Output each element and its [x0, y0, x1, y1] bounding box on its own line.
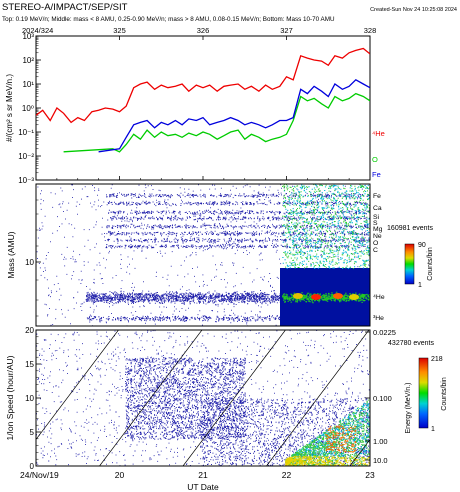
- energy-tick-label: 1.00: [373, 437, 388, 446]
- element-label: Ne: [373, 233, 382, 240]
- flux-series: [36, 47, 370, 153]
- he-hotspot: [349, 294, 359, 300]
- mass-colorbar-min: 1: [418, 282, 422, 289]
- created-timestamp: Created-Sun Nov 24 10:25:08 2024: [370, 7, 457, 13]
- flux-y-tick-label: 10⁻²: [18, 152, 34, 161]
- series-line-⁴he: [36, 47, 370, 124]
- he-hotspot: [333, 293, 343, 299]
- bottom-axis-label: 24/Nov/19: [20, 470, 59, 480]
- energy-guide-line: [182, 330, 286, 466]
- speed-counts-peak: [285, 455, 370, 466]
- flux-y-tick-label: 10⁻¹: [18, 128, 34, 137]
- flux-panel-frame: [35, 35, 371, 181]
- element-label: ³He: [373, 315, 384, 322]
- energy-guide-line: [266, 330, 370, 466]
- he-hotspot: [293, 293, 303, 299]
- series-line-fe: [98, 78, 370, 153]
- top-axis-label: 327: [280, 26, 293, 35]
- speed-y-tick-label: 0: [30, 462, 35, 471]
- element-label: Ca: [373, 205, 382, 212]
- speed-y-tick-label: 20: [25, 326, 34, 335]
- speed-colorbar-max: 218: [431, 356, 443, 363]
- top-axis-label: 325: [113, 26, 126, 35]
- speed-y-tick-label: 15: [25, 360, 34, 369]
- legend-entry: Fe: [372, 170, 381, 179]
- speed-heatmap: [36, 330, 370, 466]
- speed-y-tick-label: 5: [30, 428, 35, 437]
- mass-y-tick-label: 10: [25, 258, 34, 267]
- mass-heatmap: [36, 184, 370, 326]
- chart-subtitle: Top: 0.19 MeV/n; Middle: mass < 8 AMU, 0…: [2, 16, 335, 23]
- energy-y-label: Energy (MeV/n.): [405, 383, 412, 434]
- speed-y-label: 1/Ion Speed (hour/AU): [5, 355, 15, 440]
- speed-colorbar-label: Counts/bin: [441, 377, 448, 411]
- legend-entry: O: [372, 155, 378, 164]
- chart-title: STEREO-A/IMPACT/SEP/SIT: [2, 2, 128, 13]
- speed-colorbar: [418, 357, 429, 429]
- flux-y-tick-label: 10⁰: [22, 104, 34, 113]
- legend-entry: ⁴He: [372, 129, 385, 138]
- flux-y-tick-label: 10²: [22, 56, 34, 65]
- x-axis-label: UT Date: [187, 482, 219, 492]
- mass-colorbar: [404, 243, 415, 285]
- speed-y-tick-label: 10: [25, 394, 34, 403]
- speed-colorbar-min: 1: [431, 426, 435, 433]
- element-label: C: [373, 247, 378, 254]
- energy-guide-lines: [36, 330, 370, 466]
- speed-counts-high: [285, 398, 370, 466]
- speed-panel: 0 5 10 15 20 0.0225 0.100 1.00 10.0 1/Ion Speed…: [5, 326, 448, 471]
- mass-colorbar-max: 90: [418, 242, 426, 249]
- element-label: Fe: [373, 193, 381, 200]
- mass-y-label: Mass (AMU): [6, 231, 16, 278]
- top-axis-label: 2024/324: [22, 26, 53, 35]
- flux-legend: ⁴He O Fe: [372, 129, 385, 179]
- element-label: Si: [373, 214, 380, 221]
- flux-y-tick-label: 10¹: [22, 80, 34, 89]
- flux-y-tick-label: 10⁻³: [18, 176, 34, 185]
- mass-colorbar-label: Counts/bin: [427, 247, 434, 281]
- element-label: Mg: [373, 226, 383, 233]
- energy-axis: 0.0225 0.100 1.00 10.0: [365, 328, 396, 465]
- top-axis-label: 326: [197, 26, 210, 35]
- top-axis-label: 328: [364, 26, 377, 35]
- mass-y-axis: 10: [25, 199, 41, 317]
- element-label: O: [373, 240, 378, 247]
- bottom-axis-label: 22: [282, 470, 292, 480]
- bottom-axis-label: 23: [365, 470, 375, 480]
- flux-y-label: #/(cm² s sr MeV/n.): [5, 74, 14, 142]
- bottom-axis-label: 21: [198, 470, 208, 480]
- energy-tick-label: 0.0225: [373, 328, 396, 337]
- speed-y-axis: 0 5 10 15 20: [25, 326, 41, 471]
- bottom-date-axis: 24/Nov/19 20 21 22 23: [20, 470, 375, 480]
- he-hotspot: [311, 294, 321, 300]
- bottom-axis-label: 20: [115, 470, 125, 480]
- energy-guide-line: [349, 438, 370, 466]
- energy-guide-line: [36, 330, 119, 441]
- flux-y-tick-label: 10³: [22, 32, 34, 41]
- series-line-o: [63, 92, 370, 153]
- element-label: S: [373, 220, 378, 227]
- flux-panel: 10⁻³ 10⁻² 10⁻¹ 10⁰ 10¹ 10² 10³ ⁴He O Fe #/(cm² s…: [5, 32, 385, 185]
- mass-events-count: 160981 events: [387, 225, 433, 232]
- energy-tick-label: 0.100: [373, 394, 392, 403]
- element-label: ⁴He: [373, 294, 385, 301]
- flux-y-axis: 10⁻³ 10⁻² 10⁻¹ 10⁰ 10¹ 10² 10³: [18, 32, 41, 185]
- mass-counts-mid: [282, 184, 370, 269]
- energy-tick-label: 10.0: [373, 456, 388, 465]
- mass-panel-frame: [35, 183, 371, 327]
- speed-events-count: 432780 events: [388, 340, 434, 347]
- energy-guide-line: [99, 330, 203, 466]
- speed-counts-max: [325, 425, 357, 454]
- mass-counts: [36, 184, 370, 326]
